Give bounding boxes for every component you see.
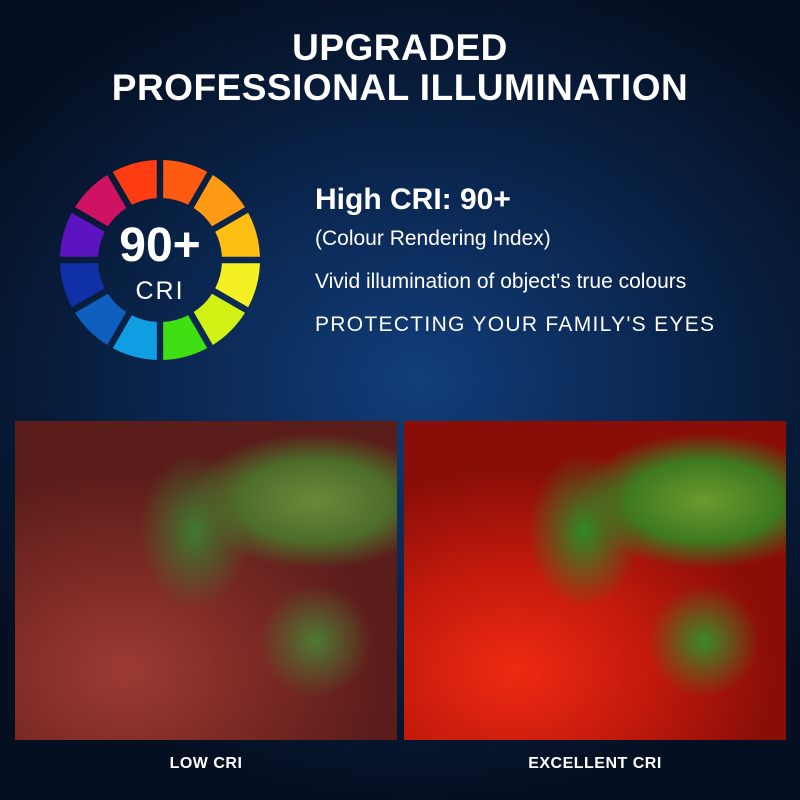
cri-label: CRI (135, 277, 185, 305)
wheel-segment (193, 293, 245, 345)
wheel-segment (215, 212, 260, 257)
wheel-segment (163, 315, 208, 360)
wheel-segment (60, 212, 105, 257)
wheel-segment (163, 160, 208, 205)
cri-color-wheel-icon (60, 160, 260, 360)
wheel-segment (75, 293, 127, 345)
feature-heading: High CRI: 90+ (315, 183, 511, 216)
title-line-2: PROFESSIONAL ILLUMINATION (111, 67, 689, 108)
feature-line-protect: PROTECTING YOUR FAMILY'S EYES (315, 313, 716, 336)
feature-line-vivid: Vivid illumination of object's true colo… (315, 270, 687, 293)
feature-subheading: (Colour Rendering Index) (315, 227, 551, 250)
wheel-segment (112, 160, 157, 205)
low-cri-label: LOW CRI (169, 755, 243, 772)
excellent-cri-photo (404, 421, 786, 740)
wheel-segment (193, 175, 245, 227)
page-title: UPGRADED PROFESSIONAL ILLUMINATION (0, 28, 800, 108)
wheel-segment (75, 175, 127, 227)
wheel-segment (112, 315, 157, 360)
cri-value: 90+ (119, 219, 201, 272)
excellent-cri-label: EXCELLENT CRI (528, 755, 662, 772)
title-line-1: UPGRADED (292, 27, 508, 68)
low-cri-photo (15, 421, 397, 740)
wheel-segment (215, 263, 260, 308)
wheel-segment (60, 263, 105, 308)
